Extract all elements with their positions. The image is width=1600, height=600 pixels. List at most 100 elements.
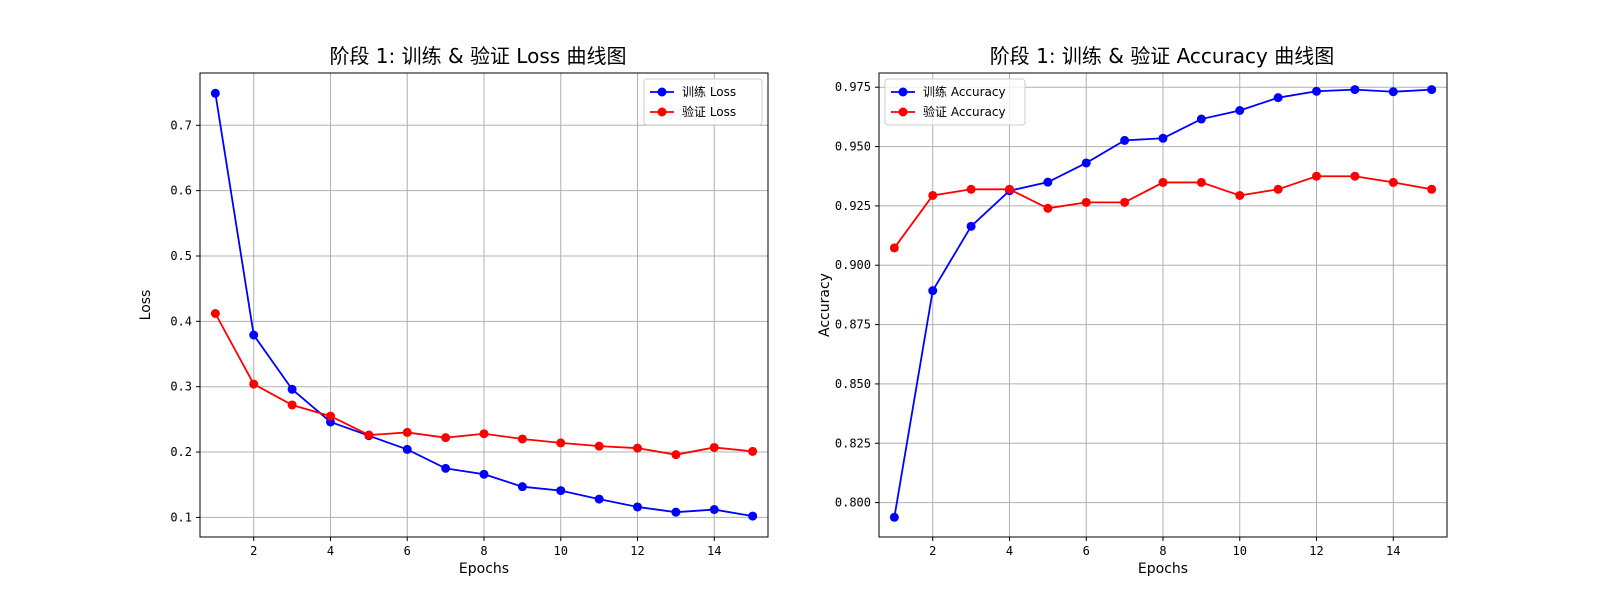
accuracy-val-point: [1312, 171, 1322, 181]
accuracy-legend-val-marker: [898, 107, 908, 117]
loss-train-point: [479, 469, 489, 479]
accuracy-x-tick-label: 8: [1159, 544, 1166, 558]
loss-y-tick-label: 0.4: [170, 314, 192, 328]
loss-val-point: [594, 441, 604, 451]
accuracy-val-point: [966, 184, 976, 194]
loss-val-point: [210, 308, 220, 318]
accuracy-val-point: [1158, 177, 1168, 187]
loss-val-point: [249, 379, 259, 389]
loss-val-point: [556, 438, 566, 448]
accuracy-x-tick-label: 14: [1386, 544, 1400, 558]
accuracy-x-tick-label: 4: [1006, 544, 1013, 558]
accuracy-val-point: [928, 190, 938, 200]
loss-train-point: [249, 330, 259, 340]
accuracy-train-point: [1235, 105, 1245, 115]
loss-val-point: [709, 442, 719, 452]
accuracy-legend: 训练 Accuracy 验证 Accuracy: [884, 78, 1026, 126]
loss-val-point: [364, 430, 374, 440]
accuracy-x-tick-label: 6: [1083, 544, 1090, 558]
accuracy-train-point: [1312, 86, 1322, 96]
loss-x-tick-label: 4: [327, 544, 334, 558]
loss-val-point: [441, 433, 451, 443]
loss-chart: 2 4 6 8 10 12 14 0.1 0.2 0.3 0.4 0.5 0.6 0.7 Epochs Los…: [138, 72, 769, 577]
loss-val-point: [517, 434, 527, 444]
loss-legend-train-marker: [657, 87, 667, 97]
accuracy-x-tick-label: 10: [1233, 544, 1247, 558]
accuracy-train-point: [966, 221, 976, 231]
accuracy-y-tick-label: 0.875: [835, 318, 871, 332]
accuracy-val-point: [1235, 190, 1245, 200]
loss-legend: 训练 Loss 验证 Loss: [643, 78, 763, 126]
loss-legend-box: [643, 78, 763, 126]
accuracy-y-tick-label: 0.850: [835, 377, 871, 391]
loss-train-point: [748, 511, 758, 521]
accuracy-train-point: [1120, 135, 1130, 145]
loss-y-tick-label: 0.6: [170, 184, 192, 198]
accuracy-y-tick-label: 0.925: [835, 199, 871, 213]
accuracy-y-axis-label: Accuracy: [817, 273, 833, 337]
accuracy-y-tick-label: 0.950: [835, 140, 871, 154]
accuracy-val-point: [1004, 184, 1014, 194]
loss-y-tick-label: 0.3: [170, 380, 192, 394]
accuracy-val-point: [1350, 171, 1360, 181]
loss-y-axis-label: Loss: [138, 290, 154, 321]
loss-y-tick-label: 0.5: [170, 249, 192, 263]
accuracy-y-tick-label: 0.900: [835, 258, 871, 272]
accuracy-train-point: [1043, 177, 1053, 187]
accuracy-val-point: [1273, 184, 1283, 194]
accuracy-val-point: [1120, 197, 1130, 207]
loss-y-tick-label: 0.2: [170, 445, 192, 459]
accuracy-chart: 2 4 6 8 10 12 14 0.800 0.825 0.850 0.875 0.900 0.925…: [817, 72, 1448, 577]
loss-train-point: [517, 482, 527, 492]
loss-x-tick-label: 10: [554, 544, 568, 558]
accuracy-y-tick-label: 0.825: [835, 436, 871, 450]
accuracy-legend-val-label: 验证 Accuracy: [923, 104, 1006, 119]
accuracy-train-point: [1158, 133, 1168, 143]
accuracy-y-tick-label: 0.975: [835, 80, 871, 94]
accuracy-val-point: [889, 243, 899, 253]
loss-val-point: [287, 400, 297, 410]
loss-train-point: [441, 463, 451, 473]
accuracy-val-point: [1388, 177, 1398, 187]
loss-legend-train-label: 训练 Loss: [682, 84, 736, 99]
accuracy-legend-train-marker: [898, 87, 908, 97]
accuracy-val-point: [1427, 184, 1437, 194]
loss-train-point: [671, 507, 681, 517]
loss-val-point: [633, 443, 643, 453]
loss-x-axis-label: Epochs: [459, 561, 509, 577]
loss-x-tick-label: 6: [404, 544, 411, 558]
loss-x-tick-label: 14: [707, 544, 721, 558]
loss-train-point: [594, 494, 604, 504]
loss-val-point: [402, 427, 412, 437]
accuracy-y-tick-label: 0.800: [835, 496, 871, 510]
loss-x-tick-label: 12: [630, 544, 644, 558]
loss-train-point: [287, 384, 297, 394]
accuracy-chart-title: 阶段 1: 训练 & 验证 Accuracy 曲线图: [990, 44, 1335, 68]
loss-val-point: [479, 429, 489, 439]
loss-legend-val-marker: [657, 107, 667, 117]
accuracy-train-point: [1081, 158, 1091, 168]
accuracy-val-point: [1081, 197, 1091, 207]
accuracy-val-point: [1196, 177, 1206, 187]
accuracy-x-tick-label: 2: [929, 544, 936, 558]
accuracy-legend-box: [884, 78, 1026, 126]
loss-x-tick-label: 2: [250, 544, 257, 558]
loss-train-point: [633, 502, 643, 512]
loss-y-tick-label: 0.1: [170, 510, 192, 524]
loss-train-point: [402, 444, 412, 454]
loss-x-tick-label: 8: [480, 544, 487, 558]
accuracy-legend-train-label: 训练 Accuracy: [923, 84, 1006, 99]
accuracy-train-point: [1350, 85, 1360, 95]
loss-train-point: [210, 88, 220, 98]
loss-val-point: [748, 446, 758, 456]
accuracy-train-point: [928, 286, 938, 296]
loss-train-point: [709, 505, 719, 515]
accuracy-x-tick-label: 12: [1309, 544, 1323, 558]
accuracy-train-point: [1388, 87, 1398, 97]
accuracy-train-point: [1427, 85, 1437, 95]
accuracy-val-point: [1043, 203, 1053, 213]
accuracy-train-point: [889, 512, 899, 522]
loss-val-point: [671, 450, 681, 460]
loss-legend-val-label: 验证 Loss: [682, 104, 736, 119]
